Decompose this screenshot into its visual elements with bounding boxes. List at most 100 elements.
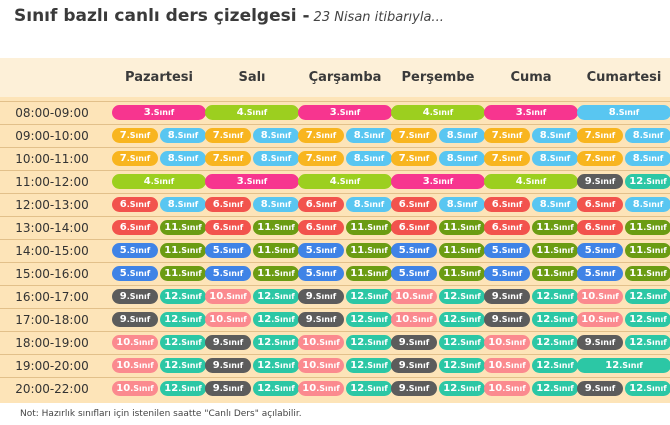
class-badge: 8 .Sınıf	[625, 197, 670, 212]
time-slot: 09:00-10:00	[15, 129, 89, 143]
schedule-cell: 6 .Sınıf 11 .Sınıf	[205, 220, 299, 235]
title-text: Sınıf bazlı canlı ders çizelgesi -	[14, 6, 310, 26]
class-badge: 5 .Sınıf	[391, 266, 437, 281]
time-slot: 10:00-11:00	[15, 152, 89, 166]
class-badge: 8 .Sınıf	[532, 128, 578, 143]
schedule-cell: 9 .Sınıf 12 .Sınıf	[484, 312, 578, 327]
class-badge: 5 .Sınıf	[205, 243, 251, 258]
class-badge: 6 .Sınıf	[112, 197, 158, 212]
schedule-cell: 12 .Sınıf	[577, 358, 670, 373]
day-header: Cumartesi	[586, 70, 662, 85]
class-badge: 4 .Sınıf	[484, 174, 578, 189]
schedule-row: 15:00-16:00 5 .Sınıf 11 .Sınıf 5 .Sınıf 11 .Sını…	[0, 262, 670, 286]
class-badge: 8 .Sınıf	[532, 197, 578, 212]
class-badge: 6 .Sınıf	[205, 220, 251, 235]
class-badge: 11 .Sınıf	[625, 266, 670, 281]
class-badge: 6 .Sınıf	[484, 197, 530, 212]
schedule-cell: 10 .Sınıf 12 .Sınıf	[205, 312, 299, 327]
class-badge: 11 .Sınıf	[346, 266, 392, 281]
class-badge: 12 .Sınıf	[346, 381, 392, 396]
class-badge: 11 .Sınıf	[253, 243, 299, 258]
class-badge: 10 .Sınıf	[391, 312, 437, 327]
class-badge: 5 .Sınıf	[484, 266, 530, 281]
class-badge: 11 .Sınıf	[253, 220, 299, 235]
class-badge: 10 .Sınıf	[298, 358, 344, 373]
class-badge: 12 .Sınıf	[160, 381, 206, 396]
class-badge: 12 .Sınıf	[532, 358, 578, 373]
class-badge: 4 .Sınıf	[205, 105, 299, 120]
class-badge: 11 .Sınıf	[160, 266, 206, 281]
schedule-cell: 3 .Sınıf	[484, 105, 578, 120]
schedule-cell: 6 .Sınıf 8 .Sınıf	[205, 197, 299, 212]
schedule-cell: 5 .Sınıf 11 .Sınıf	[484, 266, 578, 281]
class-badge: 9 .Sınıf	[577, 174, 623, 189]
class-badge: 5 .Sınıf	[205, 266, 251, 281]
schedule-cell: 7 .Sınıf 8 .Sınıf	[112, 128, 206, 143]
class-badge: 3 .Sınıf	[391, 174, 485, 189]
schedule-cell: 10 .Sınıf 12 .Sınıf	[484, 381, 578, 396]
class-badge: 9 .Sınıf	[391, 358, 437, 373]
schedule-cell: 6 .Sınıf 11 .Sınıf	[484, 220, 578, 235]
class-badge: 11 .Sınıf	[160, 243, 206, 258]
schedule-row: 08:00-09:00 3 .Sınıf 4 .Sınıf 3 .Sınıf 4 .Sınıf 3…	[0, 101, 670, 125]
class-badge: 8 .Sınıf	[346, 197, 392, 212]
class-badge: 5 .Sınıf	[577, 266, 623, 281]
class-badge: 9 .Sınıf	[112, 289, 158, 304]
class-badge: 7 .Sınıf	[205, 151, 251, 166]
time-slot: 16:00-17:00	[15, 290, 89, 304]
class-badge: 7 .Sınıf	[112, 151, 158, 166]
class-badge: 6 .Sınıf	[298, 197, 344, 212]
class-badge: 12 .Sınıf	[625, 312, 670, 327]
schedule-cell: 7 .Sınıf 8 .Sınıf	[205, 128, 299, 143]
class-badge: 12 .Sınıf	[532, 289, 578, 304]
class-badge: 8 .Sınıf	[160, 151, 206, 166]
schedule-cell: 4 .Sınıf	[205, 105, 299, 120]
schedule-cell: 5 .Sınıf 11 .Sınıf	[577, 243, 670, 258]
schedule-cell: 4 .Sınıf	[298, 174, 392, 189]
page-title: Sınıf bazlı canlı ders çizelgesi -23 Nis…	[14, 6, 444, 26]
class-badge: 5 .Sınıf	[391, 243, 437, 258]
schedule-row: 19:00-20:00 10 .Sınıf 12 .Sınıf 9 .Sınıf 12 .Sın…	[0, 354, 670, 378]
schedule-cell: 7 .Sınıf 8 .Sınıf	[112, 151, 206, 166]
schedule-cell: 6 .Sınıf 11 .Sınıf	[112, 220, 206, 235]
schedule-cell: 10 .Sınıf 12 .Sınıf	[391, 289, 485, 304]
schedule-cell: 10 .Sınıf 12 .Sınıf	[577, 312, 670, 327]
schedule-cell: 6 .Sınıf 8 .Sınıf	[112, 197, 206, 212]
schedule-cell: 6 .Sınıf 8 .Sınıf	[298, 197, 392, 212]
class-badge: 8 .Sınıf	[346, 151, 392, 166]
class-badge: 12 .Sınıf	[532, 312, 578, 327]
time-slot: 12:00-13:00	[15, 198, 89, 212]
class-badge: 12 .Sınıf	[253, 289, 299, 304]
class-badge: 12 .Sınıf	[253, 381, 299, 396]
class-badge: 6 .Sınıf	[577, 220, 623, 235]
class-badge: 8 .Sınıf	[160, 197, 206, 212]
class-badge: 6 .Sınıf	[391, 197, 437, 212]
schedule-cell: 10 .Sınıf 12 .Sınıf	[298, 358, 392, 373]
class-badge: 12 .Sınıf	[439, 312, 485, 327]
class-badge: 8 .Sınıf	[346, 128, 392, 143]
schedule-cell: 10 .Sınıf 12 .Sınıf	[484, 335, 578, 350]
schedule-row: 18:00-19:00 10 .Sınıf 12 .Sınıf 9 .Sınıf 12 .Sın…	[0, 331, 670, 355]
day-header: Cuma	[510, 70, 552, 85]
day-header: Pazartesi	[125, 70, 193, 85]
class-badge: 6 .Sınıf	[391, 220, 437, 235]
schedule-cell: 10 .Sınıf 12 .Sınıf	[112, 358, 206, 373]
schedule-cell: 9 .Sınıf 12 .Sınıf	[577, 335, 670, 350]
class-badge: 11 .Sınıf	[439, 243, 485, 258]
schedule-cell: 10 .Sınıf 12 .Sınıf	[298, 335, 392, 350]
class-badge: 12 .Sınıf	[253, 335, 299, 350]
class-badge: 8 .Sınıf	[253, 151, 299, 166]
class-badge: 12 .Sınıf	[625, 335, 670, 350]
schedule-cell: 9 .Sınıf 12 .Sınıf	[298, 289, 392, 304]
schedule-cell: 9 .Sınıf 12 .Sınıf	[112, 289, 206, 304]
class-badge: 8 .Sınıf	[253, 197, 299, 212]
class-badge: 10 .Sınıf	[484, 335, 530, 350]
class-badge: 8 .Sınıf	[160, 128, 206, 143]
schedule-cell: 7 .Sınıf 8 .Sınıf	[205, 151, 299, 166]
class-badge: 5 .Sınıf	[577, 243, 623, 258]
class-badge: 12 .Sınıf	[439, 358, 485, 373]
schedule-cell: 4 .Sınıf	[112, 174, 206, 189]
schedule-cell: 9 .Sınıf 12 .Sınıf	[577, 381, 670, 396]
schedule-cell: 5 .Sınıf 11 .Sınıf	[391, 266, 485, 281]
class-badge: 12 .Sınıf	[253, 312, 299, 327]
